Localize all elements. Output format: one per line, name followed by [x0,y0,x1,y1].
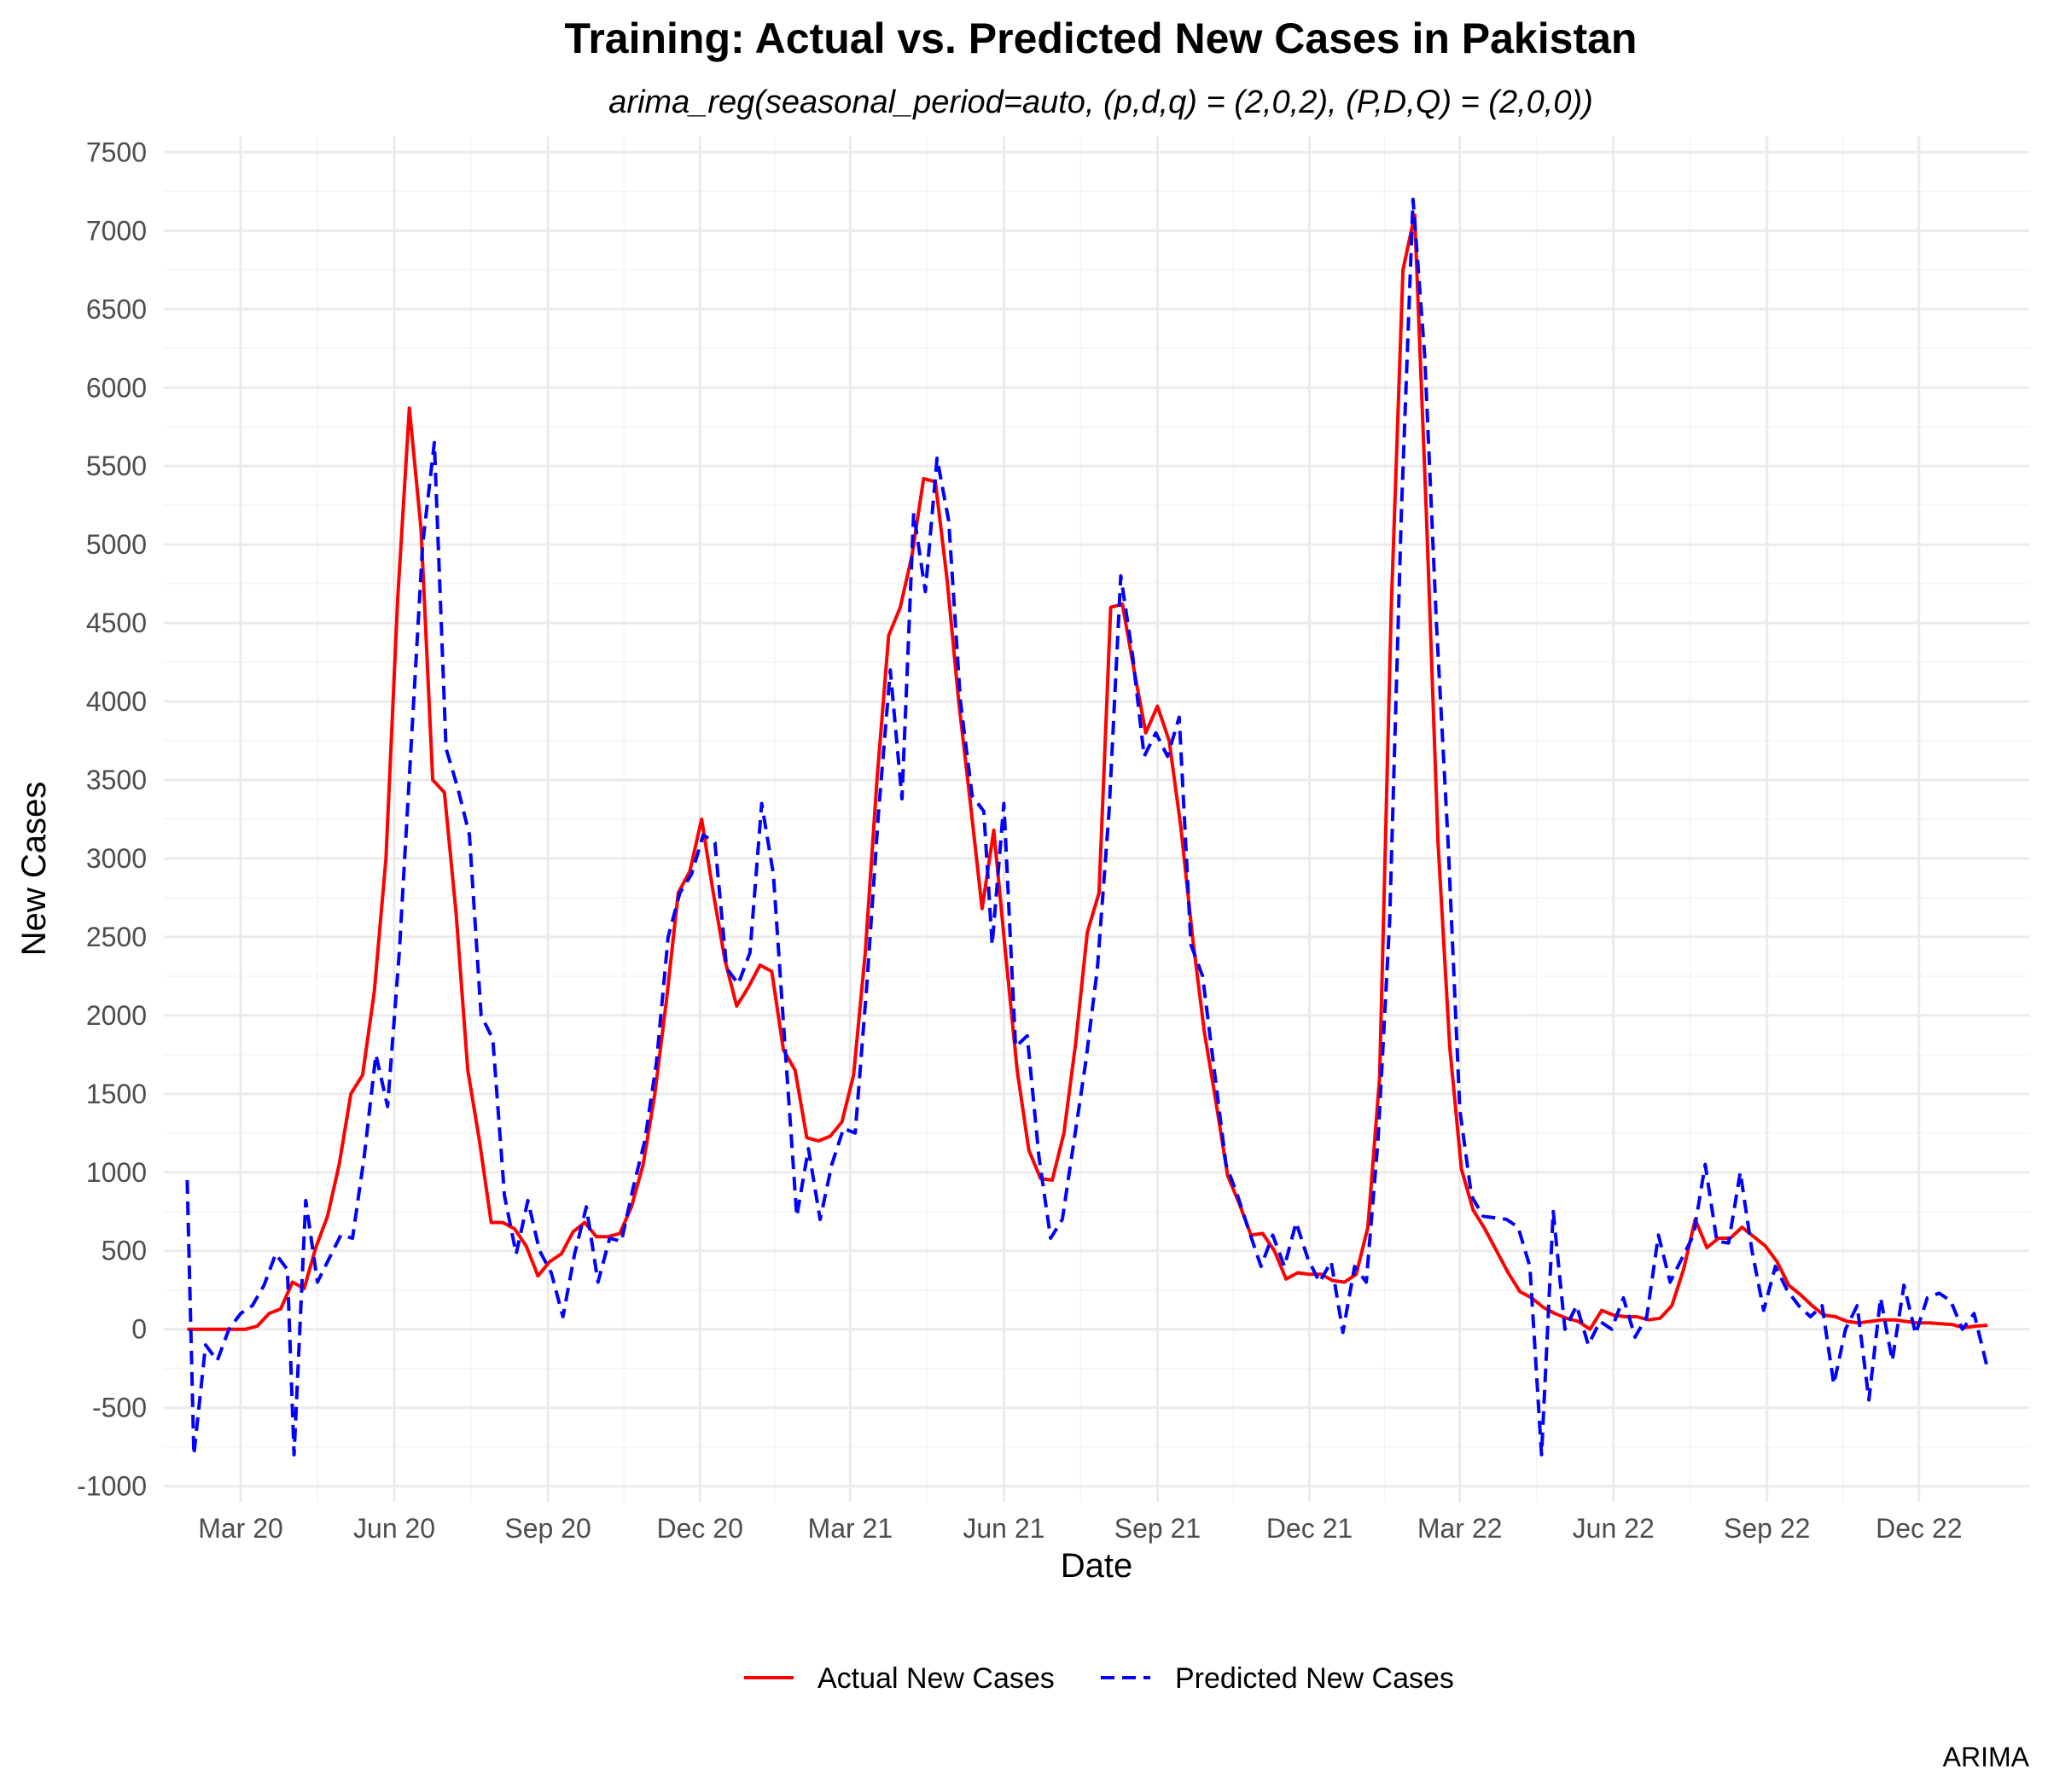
y-tick-label: 4500 [86,608,147,638]
chart-caption: ARIMA [1943,1742,2030,1772]
chart-title: Training: Actual vs. Predicted New Cases… [565,15,1638,62]
x-tick-label: Sep 20 [504,1513,591,1544]
legend-label-actual: Actual New Cases [817,1662,1055,1695]
x-tick-label: Mar 22 [1417,1513,1503,1544]
x-axis-tick-labels: Mar 20 Jun 20 Sep 20 Dec 20 Mar 21 Jun 21 Sep … [198,1513,1962,1544]
y-tick-label: -500 [92,1393,147,1423]
series-line-predicted [185,197,1990,1457]
y-tick-label: 1500 [86,1079,147,1109]
y-axis-title: New Cases [15,782,53,957]
x-axis-title: Date [1061,1547,1133,1585]
x-tick-label: Mar 20 [198,1513,283,1544]
y-tick-label: -1000 [77,1471,147,1502]
y-tick-label: 3000 [86,843,147,874]
y-tick-label: 0 [131,1314,147,1345]
y-tick-label: 7000 [86,215,147,246]
y-tick-label: 2000 [86,1000,147,1031]
legend: Actual New Cases Predicted New Cases [744,1662,1454,1695]
minor-gridlines [164,137,2029,1502]
x-tick-label: Jun 22 [1573,1513,1655,1544]
major-gridlines [164,137,2029,1502]
y-tick-label: 500 [102,1236,147,1266]
y-tick-label: 3500 [86,765,147,795]
x-tick-label: Sep 21 [1114,1513,1201,1544]
x-tick-label: Dec 22 [1876,1513,1962,1544]
y-tick-label: 7500 [86,137,147,167]
y-tick-label: 6000 [86,372,147,403]
y-tick-label: 4000 [86,686,147,717]
x-tick-label: Dec 21 [1266,1513,1353,1544]
y-tick-label: 5000 [86,529,147,560]
x-tick-label: Mar 21 [808,1513,893,1544]
x-tick-label: Jun 21 [963,1513,1044,1544]
y-tick-label: 6500 [86,294,147,324]
x-tick-label: Dec 20 [657,1513,743,1544]
y-tick-label: 5500 [86,451,147,481]
y-axis-tick-labels: -1000 -500 0 500 1000 1500 2000 2500 3000 3500 400… [77,137,147,1501]
y-tick-label: 1000 [86,1157,147,1188]
y-tick-label: 2500 [86,922,147,952]
legend-label-predicted: Predicted New Cases [1175,1662,1454,1695]
x-tick-label: Sep 22 [1724,1513,1810,1544]
chart-subtitle: arima_reg(seasonal_period=auto, (p,d,q) … [608,84,1593,120]
series-line-actual [187,213,1988,1331]
x-tick-label: Jun 20 [353,1513,435,1544]
series-layer [185,197,1990,1457]
